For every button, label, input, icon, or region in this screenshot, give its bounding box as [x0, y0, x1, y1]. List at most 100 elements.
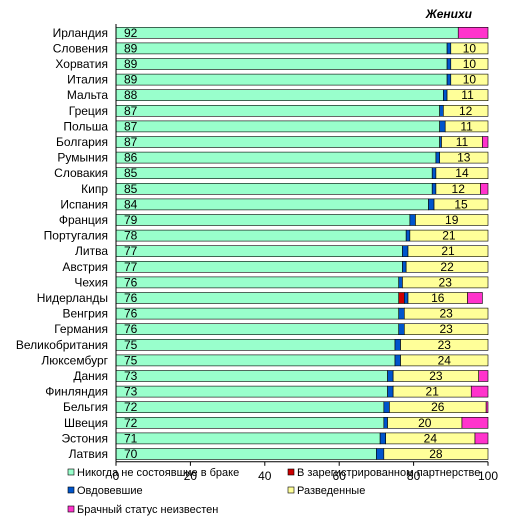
data-label: 73 [124, 369, 138, 383]
data-label: 85 [124, 182, 138, 196]
category-label: Франция [59, 213, 108, 227]
data-label: 23 [439, 275, 453, 289]
bar-segment [407, 245, 489, 257]
category-label: Испания [60, 197, 108, 211]
bar-segment [403, 323, 489, 336]
category-label: Болгария [56, 135, 108, 149]
bar-segment [115, 338, 396, 351]
bar-segment [115, 167, 433, 179]
data-label: 71 [124, 431, 138, 445]
bar-segment [387, 385, 394, 398]
data-label: 13 [457, 151, 471, 165]
legend-swatch [67, 505, 75, 513]
category-label: Финляндия [45, 385, 108, 399]
category-label: Латвия [69, 447, 108, 461]
data-label: 12 [452, 182, 466, 196]
bar-segment [383, 416, 388, 429]
legend-swatch [67, 486, 75, 494]
bar-segment [115, 26, 459, 39]
bar-segment [115, 73, 448, 86]
bar-segment [467, 292, 483, 304]
legend-label: В зарегистрированном партнерстве [297, 467, 480, 479]
bar-segment [115, 245, 403, 257]
bar-segment [115, 307, 400, 320]
data-label: 10 [463, 73, 477, 87]
data-label: 87 [124, 119, 138, 133]
data-label: 11 [456, 135, 469, 149]
bar-segment [405, 260, 489, 273]
category-label: Италия [67, 73, 108, 87]
legend-swatch [287, 486, 295, 494]
data-label: 89 [124, 57, 138, 71]
category-label: Люксембург [41, 353, 108, 367]
bar-segment [115, 401, 385, 414]
category-label: Дания [73, 369, 108, 383]
bar-segment [470, 385, 489, 398]
bar-segment [115, 323, 400, 336]
bar-segment [405, 229, 411, 242]
category-label: Словакия [54, 166, 108, 180]
category-label: Словения [53, 41, 108, 55]
bar-segment [115, 58, 448, 70]
category-label: Румыния [57, 151, 108, 165]
bar-segment [398, 307, 405, 320]
x-tick-label: 60 [333, 469, 347, 483]
data-label: 12 [459, 104, 473, 118]
data-label: 73 [124, 385, 138, 399]
category-label: Эстония [62, 431, 109, 445]
data-label: 24 [424, 431, 438, 445]
legend: Никогда не состоявшие в браке В зарегистр… [67, 467, 480, 516]
bar-segment [439, 105, 444, 117]
bar-segment [115, 354, 396, 367]
data-label: 11 [460, 119, 473, 133]
data-label: 77 [124, 244, 138, 258]
bar-segment [433, 198, 489, 211]
bar-segment [431, 167, 437, 179]
data-label: 10 [463, 57, 477, 71]
category-label: Германия [54, 322, 108, 336]
bar-segment [403, 307, 489, 320]
data-label: 20 [418, 416, 432, 430]
bar-segment [435, 167, 489, 179]
data-label: 75 [124, 353, 138, 367]
category-label: Венгрия [62, 307, 108, 321]
data-label: 21 [441, 244, 455, 258]
legend-label: Никогда не состоявшие в браке [77, 467, 239, 479]
data-label: 10 [463, 41, 477, 55]
bar-segment [443, 89, 448, 101]
x-tick-label: 40 [258, 469, 272, 483]
data-label: 89 [124, 73, 138, 87]
bar-segment [115, 416, 385, 429]
data-label: 87 [124, 135, 138, 149]
data-label: 23 [438, 338, 452, 352]
bar-segment [398, 323, 405, 336]
bar-segment [115, 370, 388, 382]
data-label: 15 [454, 197, 468, 211]
data-label: 88 [124, 88, 138, 102]
bar-segment [435, 151, 440, 164]
bar-segment [450, 73, 489, 86]
category-label: Чехия [74, 275, 108, 289]
bar-segment [402, 260, 407, 273]
bar-segment [115, 214, 411, 226]
bar-segment [376, 448, 385, 460]
bar-segment [115, 229, 407, 242]
bar-segment [461, 416, 489, 429]
data-label: 86 [124, 151, 138, 165]
bar-segment [450, 42, 489, 55]
bar-segment [400, 338, 489, 351]
data-label: 72 [124, 416, 138, 430]
bar-segment [444, 120, 489, 133]
data-label: 23 [439, 307, 453, 321]
data-label: 19 [445, 213, 459, 227]
data-label: 76 [124, 291, 138, 305]
bar-segment [387, 370, 394, 382]
bar-segment [398, 292, 405, 304]
bar-segment [115, 385, 388, 398]
data-label: 85 [124, 166, 138, 180]
bar-segment [115, 276, 400, 289]
data-label: 16 [431, 291, 445, 305]
bar-segment [474, 432, 489, 445]
data-label: 77 [124, 260, 138, 274]
